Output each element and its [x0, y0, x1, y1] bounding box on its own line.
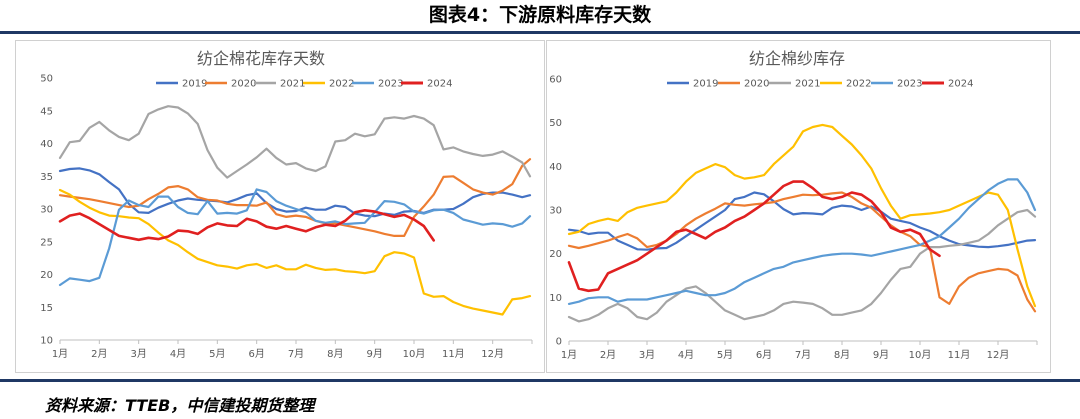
x-tick-label: 5月 — [717, 349, 733, 361]
figure-title: 图表4：下游原料库存天数 — [428, 4, 652, 26]
legend-label-2021: 2021 — [795, 79, 820, 90]
cotton-inventory-chart: 纺企棉花库存天数 10 15 20 25 30 35 40 45 50 1月 2月 3月 4月 5月 6月 7月… — [40, 49, 533, 360]
x-tick-label: 3月 — [639, 349, 655, 361]
series-line-2019 — [58, 167, 532, 218]
series-line-2023 — [567, 178, 1037, 305]
x-tick-label: 10月 — [909, 349, 932, 361]
x-tick-label: 2月 — [600, 349, 616, 361]
x-tick-label: 7月 — [795, 349, 811, 361]
series-line-2024 — [567, 180, 941, 293]
y-tick-label: 35 — [40, 172, 53, 183]
y-tick-label: 40 — [40, 139, 53, 150]
y-tick-label: 30 — [40, 205, 53, 216]
legend-label-2021: 2021 — [280, 79, 305, 90]
x-tick-label: 10月 — [403, 348, 426, 360]
legend-label-2019: 2019 — [693, 79, 718, 90]
legend-label-2020: 2020 — [744, 79, 769, 90]
x-tick-label: 1月 — [561, 349, 577, 361]
x-tick-label: 8月 — [327, 348, 343, 360]
x-tick-label: 2月 — [91, 348, 107, 360]
x-tick-label: 4月 — [678, 349, 694, 361]
top-rule — [0, 31, 1080, 34]
y-tick-label: 15 — [40, 303, 53, 314]
x-tick-label: 5月 — [209, 348, 225, 360]
y-tick-label: 50 — [40, 74, 53, 85]
y-tick-label: 20 — [40, 270, 53, 281]
legend-label-2022: 2022 — [329, 79, 354, 90]
series-line-2020 — [58, 158, 532, 237]
x-tick-label: 11月 — [948, 349, 971, 361]
y-tick-label: 0 — [556, 337, 562, 348]
x-tick-label: 4月 — [170, 348, 186, 360]
x-tick-label: 3月 — [130, 348, 146, 360]
y-tick-label: 45 — [40, 106, 53, 117]
series-line-2022 — [567, 123, 1037, 308]
chart-title: 纺企棉纱库存 — [749, 49, 845, 68]
y-tick-label: 10 — [549, 293, 562, 304]
legend-label-2019: 2019 — [182, 79, 207, 90]
legend-label-2024: 2024 — [427, 79, 452, 90]
series-line-2023 — [58, 188, 532, 287]
x-tick-label: 12月 — [481, 348, 504, 360]
y-tick-label: 60 — [549, 75, 562, 86]
x-tick-label: 6月 — [756, 349, 772, 361]
y-tick-label: 50 — [549, 118, 562, 129]
x-tick-label: 9月 — [873, 349, 889, 361]
legend-label-2022: 2022 — [846, 79, 871, 90]
bottom-rule — [0, 379, 1080, 382]
legend-label-2020: 2020 — [231, 79, 256, 90]
x-tick-label: 9月 — [366, 348, 382, 360]
y-tick-label: 10 — [40, 336, 53, 347]
y-tick-label: 40 — [549, 162, 562, 173]
x-tick-label: 12月 — [987, 349, 1010, 361]
chart-title: 纺企棉花库存天数 — [197, 49, 325, 68]
legend-label-2023: 2023 — [378, 79, 403, 90]
y-tick-label: 30 — [549, 206, 562, 217]
y-tick-label: 25 — [40, 237, 53, 248]
series-line-2020 — [567, 191, 1037, 313]
legend-label-2023: 2023 — [897, 79, 922, 90]
series-line-2021 — [58, 105, 532, 179]
x-tick-label: 7月 — [288, 348, 304, 360]
chart-panel-yarn: 纺企棉纱库存 0 10 20 30 40 50 60 1月 2月 3月 4月 5月 6月 7月 8月 9月 10月… — [546, 40, 1051, 373]
series-line-2022 — [58, 188, 532, 316]
source-note: 资料来源：TTEB，中信建投期货整理 — [45, 396, 315, 415]
yarn-inventory-chart: 纺企棉纱库存 0 10 20 30 40 50 60 1月 2月 3月 4月 5月 6月 7月 8月 9月 10月… — [549, 49, 1038, 361]
x-tick-label: 1月 — [52, 348, 68, 360]
x-tick-label: 8月 — [834, 349, 850, 361]
legend-label-2024: 2024 — [948, 79, 973, 90]
x-tick-label: 11月 — [442, 348, 465, 360]
chart-panel-cotton: 纺企棉花库存天数 10 15 20 25 30 35 40 45 50 1月 2月 3月 4月 5月 6月 7月… — [15, 40, 545, 373]
series-line-2021 — [567, 208, 1037, 323]
x-tick-label: 6月 — [248, 348, 264, 360]
y-tick-label: 20 — [549, 249, 562, 260]
series-line-2024 — [58, 209, 436, 242]
